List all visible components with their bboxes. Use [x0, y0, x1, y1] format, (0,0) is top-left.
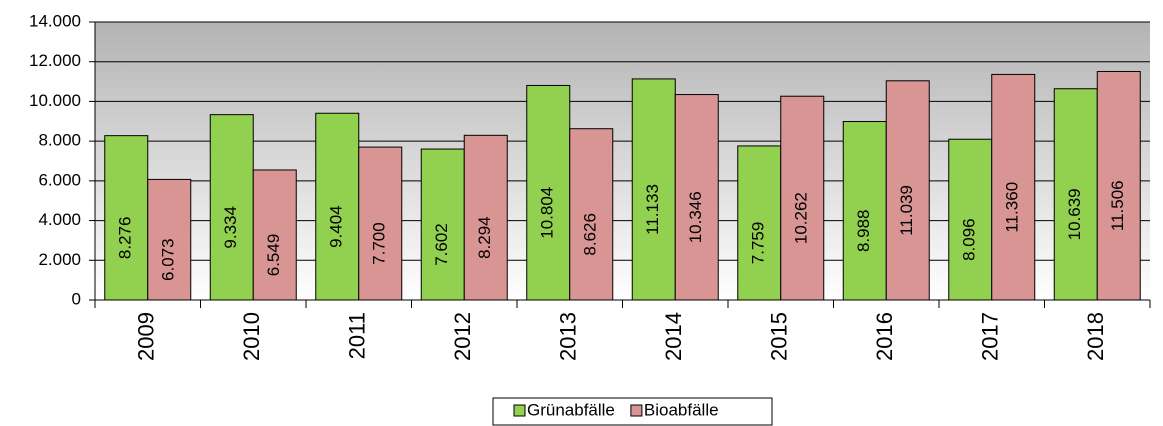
bar	[991, 73, 1036, 301]
bar	[885, 80, 930, 301]
x-tick-label: 2017	[978, 312, 1003, 361]
value-label: 8.294	[475, 216, 494, 259]
x-tick-label: 2013	[556, 312, 581, 361]
value-label: 8.988	[854, 209, 873, 252]
value-label: 10.639	[1065, 188, 1084, 240]
x-tick-label: 2015	[767, 312, 792, 361]
bar	[252, 169, 297, 301]
legend-swatch	[513, 404, 526, 417]
y-tick-label: 0	[72, 289, 81, 308]
x-tick-label: 2014	[661, 312, 686, 361]
bar	[569, 128, 614, 301]
bar	[780, 95, 825, 301]
bar	[674, 94, 719, 301]
x-tick-label: 2011	[345, 312, 370, 359]
value-label: 8.096	[960, 218, 979, 261]
value-label: 11.360	[1003, 182, 1022, 233]
bar	[631, 78, 676, 301]
value-label: 10.262	[792, 192, 811, 244]
bar	[104, 135, 149, 301]
y-tick-label: 8.000	[38, 131, 81, 150]
bar	[315, 112, 360, 301]
bar	[463, 134, 508, 301]
bar	[1096, 71, 1141, 301]
value-label: 11.133	[643, 184, 662, 235]
value-label: 7.602	[432, 223, 451, 266]
bar	[209, 114, 254, 301]
x-tick-label: 2009	[134, 312, 159, 361]
x-tick-label: 2012	[450, 312, 475, 361]
x-tick-label: 2018	[1083, 312, 1108, 361]
value-label: 7.759	[749, 222, 768, 265]
bar	[358, 146, 403, 301]
bar	[420, 148, 465, 301]
y-tick-label: 14.000	[29, 11, 81, 30]
value-label: 8.626	[581, 213, 600, 256]
value-label: 8.276	[116, 217, 135, 260]
legend-swatch	[630, 404, 643, 417]
value-label: 6.549	[264, 234, 283, 277]
x-tick-label: 2016	[872, 312, 897, 361]
y-tick-label: 6.000	[38, 170, 81, 189]
bar	[147, 178, 192, 301]
legend-label: Grünabfälle	[527, 400, 615, 419]
value-label: 10.346	[686, 191, 705, 243]
value-label: 7.700	[370, 222, 389, 265]
y-tick-label: 4.000	[38, 210, 81, 229]
legend-label: Bioabfälle	[644, 400, 719, 419]
bar	[948, 138, 993, 301]
x-tick-label: 2010	[239, 312, 264, 361]
value-label: 6.073	[159, 238, 178, 281]
value-label: 11.039	[897, 185, 916, 236]
bar	[842, 121, 887, 301]
value-label: 11.506	[1108, 180, 1127, 231]
y-tick-label: 12.000	[29, 51, 81, 70]
value-label: 9.404	[327, 205, 346, 248]
y-tick-label: 10.000	[29, 91, 81, 110]
value-label: 9.334	[221, 206, 240, 249]
value-label: 10.804	[538, 187, 557, 239]
y-tick-label: 2.000	[38, 250, 81, 269]
